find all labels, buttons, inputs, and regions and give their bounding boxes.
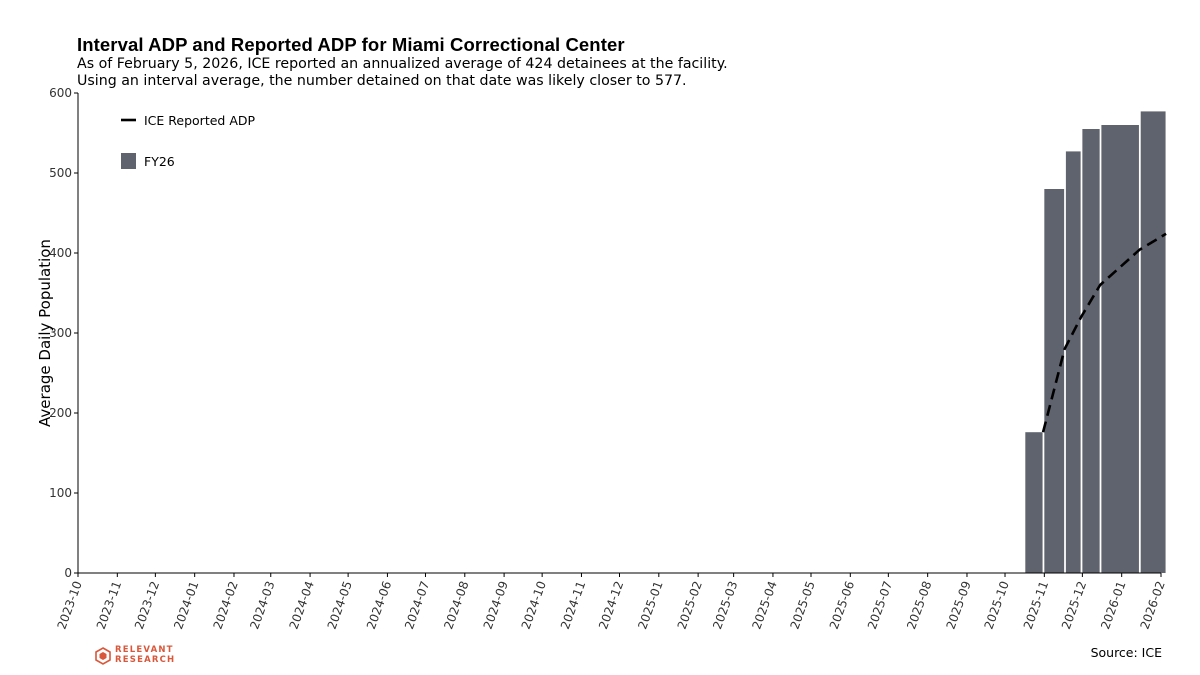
x-tick-label-2025-11: 2025-11 — [1021, 579, 1051, 631]
x-tick-label-2026-01: 2026-01 — [1098, 579, 1128, 631]
x-tick-label-2024-05: 2024-05 — [325, 579, 355, 631]
x-tick-label-2024-06: 2024-06 — [364, 579, 394, 631]
y-tick-label-600: 600 — [49, 86, 72, 100]
x-tick-label-2026-02: 2026-02 — [1138, 579, 1168, 631]
x-tick-label-2023-12: 2023-12 — [132, 579, 162, 631]
x-tick-label-2024-07: 2024-07 — [402, 579, 432, 631]
reported-adp-line — [1041, 232, 1167, 433]
y-tick-label-300: 300 — [49, 326, 72, 340]
legend-bar-label: FY26 — [144, 154, 175, 169]
chart-title: Interval ADP and Reported ADP for Miami … — [77, 34, 625, 55]
x-tick-label-2025-05: 2025-05 — [788, 579, 818, 631]
x-tick-label-2025-10: 2025-10 — [982, 579, 1012, 631]
x-tick-label-2025-02: 2025-02 — [675, 579, 705, 631]
y-tick-label-500: 500 — [49, 166, 72, 180]
x-tick-label-2025-01: 2025-01 — [635, 579, 665, 631]
x-tick-label-2024-08: 2024-08 — [441, 579, 471, 631]
x-tick-label-2025-08: 2025-08 — [904, 579, 934, 631]
x-tick-label-2024-12: 2024-12 — [596, 579, 626, 631]
x-tick-label-2024-03: 2024-03 — [247, 579, 277, 631]
y-tick-label-100: 100 — [49, 486, 72, 500]
logo-text: RELEVANT RESEARCH — [115, 645, 176, 665]
chart-subtitle: As of February 5, 2026, ICE reported an … — [77, 56, 728, 90]
x-tick-label-2024-01: 2024-01 — [171, 579, 201, 631]
bar-3 — [1082, 129, 1100, 573]
x-tick-label-2024-04: 2024-04 — [287, 579, 317, 631]
x-tick-label-2025-04: 2025-04 — [749, 579, 779, 631]
x-tick-label-2025-03: 2025-03 — [710, 579, 740, 631]
y-tick-label-0: 0 — [64, 566, 72, 580]
subtitle-line-1: As of February 5, 2026, ICE reported an … — [77, 56, 728, 72]
x-tick-label-2024-11: 2024-11 — [558, 579, 588, 631]
legend-line-label: ICE Reported ADP — [144, 113, 255, 128]
x-tick-label-2025-06: 2025-06 — [827, 579, 857, 631]
y-axis-label: Average Daily Population — [36, 239, 54, 427]
relevant-research-logo: RELEVANT RESEARCH — [95, 645, 176, 665]
bar-1 — [1044, 189, 1065, 573]
x-tick-label-2025-09: 2025-09 — [943, 579, 973, 631]
y-tick-label-200: 200 — [49, 406, 72, 420]
bar-4 — [1101, 125, 1139, 573]
source-note: Source: ICE — [1090, 645, 1162, 660]
y-tick-label-400: 400 — [49, 246, 72, 260]
logo-line-2: RESEARCH — [115, 654, 176, 665]
x-tick-label-2025-07: 2025-07 — [865, 579, 895, 631]
bar-2 — [1065, 151, 1081, 573]
x-tick-label-2025-12: 2025-12 — [1059, 579, 1089, 631]
x-tick-label-2023-11: 2023-11 — [94, 579, 124, 631]
x-tick-label-2024-02: 2024-02 — [210, 579, 240, 631]
bar-5 — [1140, 111, 1166, 574]
hexagon-logo-icon — [95, 646, 111, 665]
x-tick-label-2023-10: 2023-10 — [55, 579, 85, 631]
x-tick-label-2024-10: 2024-10 — [519, 579, 549, 631]
legend-bar-swatch — [121, 153, 136, 169]
x-tick-label-2024-09: 2024-09 — [481, 579, 511, 631]
subtitle-line-2: Using an interval average, the number de… — [77, 73, 687, 89]
logo-line-1: RELEVANT — [115, 645, 174, 655]
bar-0 — [1025, 432, 1043, 573]
